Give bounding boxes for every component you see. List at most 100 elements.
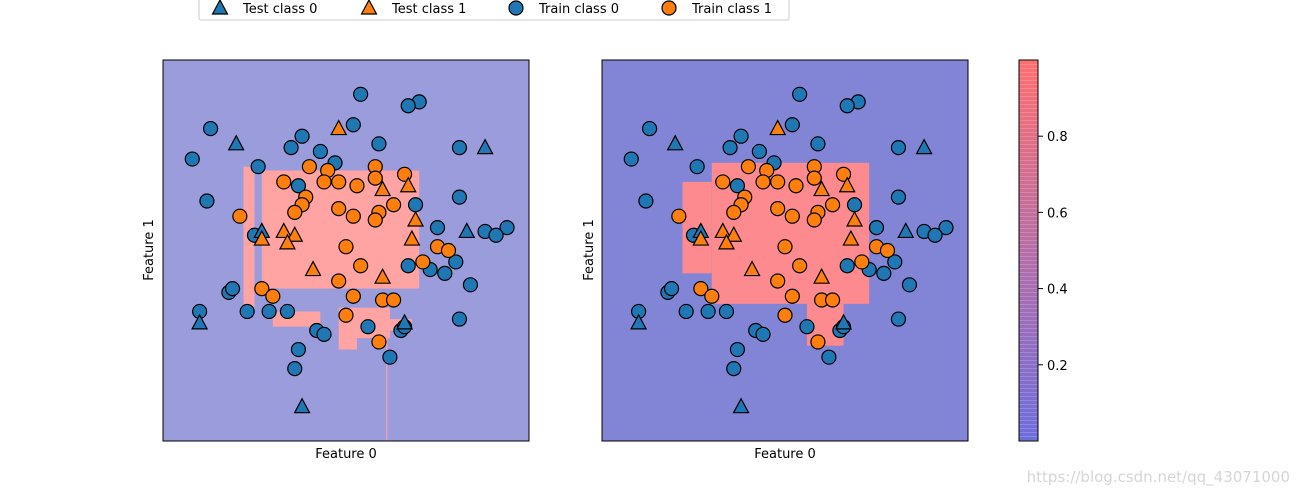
train-point <box>276 174 292 190</box>
train-point <box>287 204 303 220</box>
train-point <box>440 242 457 259</box>
test-point <box>666 134 684 151</box>
train-point <box>400 258 416 274</box>
right-plot: Feature 0 Feature 1 <box>582 59 969 462</box>
train-point <box>693 281 709 297</box>
train-point <box>722 140 738 156</box>
train-point <box>784 117 800 133</box>
legend-marker-triangle <box>211 0 229 15</box>
train-point <box>265 288 281 304</box>
train-point <box>199 193 215 209</box>
train-point <box>312 143 328 160</box>
test-point <box>253 229 271 246</box>
train-point <box>751 143 767 160</box>
train-point <box>729 178 746 194</box>
right-plot-xlabel: Feature 0 <box>754 447 816 462</box>
train-point <box>232 208 248 224</box>
colorbar-stripes <box>1019 60 1038 441</box>
train-point <box>770 273 786 289</box>
train-point <box>641 120 658 137</box>
right-plot-ylabel: Feature 1 <box>582 219 597 281</box>
left-plot-ylabel: Feature 1 <box>142 219 157 281</box>
train-point <box>718 303 735 320</box>
train-point <box>663 281 680 297</box>
train-point <box>345 117 361 133</box>
train-point <box>345 288 361 304</box>
test-point <box>743 260 761 277</box>
train-point <box>261 303 277 320</box>
watermark: https://blog.csdn.net/qq_43071000 <box>1026 468 1290 486</box>
train-point <box>704 288 720 304</box>
train-point <box>788 178 804 194</box>
train-point <box>938 220 954 236</box>
legend-label: Test class 0 <box>242 2 317 17</box>
train-point <box>868 220 885 236</box>
test-point <box>692 229 710 246</box>
train-point <box>184 151 200 167</box>
train-point <box>726 361 742 377</box>
left-plot-xlabel: Feature 0 <box>315 447 377 462</box>
train-point <box>437 265 453 281</box>
train-point <box>689 159 705 175</box>
test-point <box>286 225 304 242</box>
train-point <box>331 273 347 289</box>
legend-marker-circle <box>508 0 524 16</box>
train-point <box>367 212 383 228</box>
train-point <box>407 197 424 213</box>
train-point <box>740 159 757 175</box>
train-point <box>331 200 347 217</box>
train-point <box>316 326 332 342</box>
colorbar-frame <box>1018 59 1039 442</box>
test-point <box>304 260 322 277</box>
high-probability-region <box>261 170 420 289</box>
train-point <box>290 341 307 358</box>
train-point <box>887 254 903 270</box>
test-point <box>191 313 209 330</box>
test-point <box>458 222 476 239</box>
test-point <box>717 233 735 250</box>
train-point <box>462 277 479 293</box>
train-point <box>451 140 468 156</box>
train-point <box>353 258 369 274</box>
legend-label: Train class 1 <box>691 2 772 17</box>
train-point <box>770 200 786 217</box>
train-point <box>287 361 303 377</box>
train-point <box>385 197 402 213</box>
train-point <box>806 170 822 186</box>
train-point <box>371 334 387 350</box>
train-point <box>331 174 347 190</box>
test-point <box>897 222 915 239</box>
train-point <box>890 311 907 327</box>
test-point <box>293 397 311 414</box>
train-point <box>879 242 896 259</box>
test-point <box>846 210 864 227</box>
train-point <box>755 174 771 190</box>
train-point <box>623 151 639 167</box>
train-point <box>451 311 468 327</box>
test-point <box>403 229 421 246</box>
train-point <box>202 120 219 137</box>
train-point <box>777 307 793 323</box>
train-point <box>250 159 266 175</box>
legend-label: Test class 1 <box>391 2 466 17</box>
train-point <box>810 136 826 152</box>
train-point <box>360 319 376 335</box>
left-plot-frame <box>162 59 530 442</box>
test-point <box>476 138 494 155</box>
test-point <box>399 176 417 193</box>
right-plot-points <box>623 86 954 414</box>
train-point <box>890 189 907 205</box>
train-point <box>784 288 800 304</box>
train-point <box>854 254 870 270</box>
train-point <box>890 140 907 156</box>
test-point <box>915 138 933 155</box>
test-point <box>396 313 414 330</box>
legend-marker-triangle <box>360 0 378 15</box>
high-probability-region <box>338 338 357 350</box>
test-point <box>374 180 392 197</box>
high-probability-region <box>682 181 712 274</box>
train-point <box>846 197 863 213</box>
test-point <box>374 267 392 284</box>
legend-label: Train class 0 <box>538 2 619 17</box>
